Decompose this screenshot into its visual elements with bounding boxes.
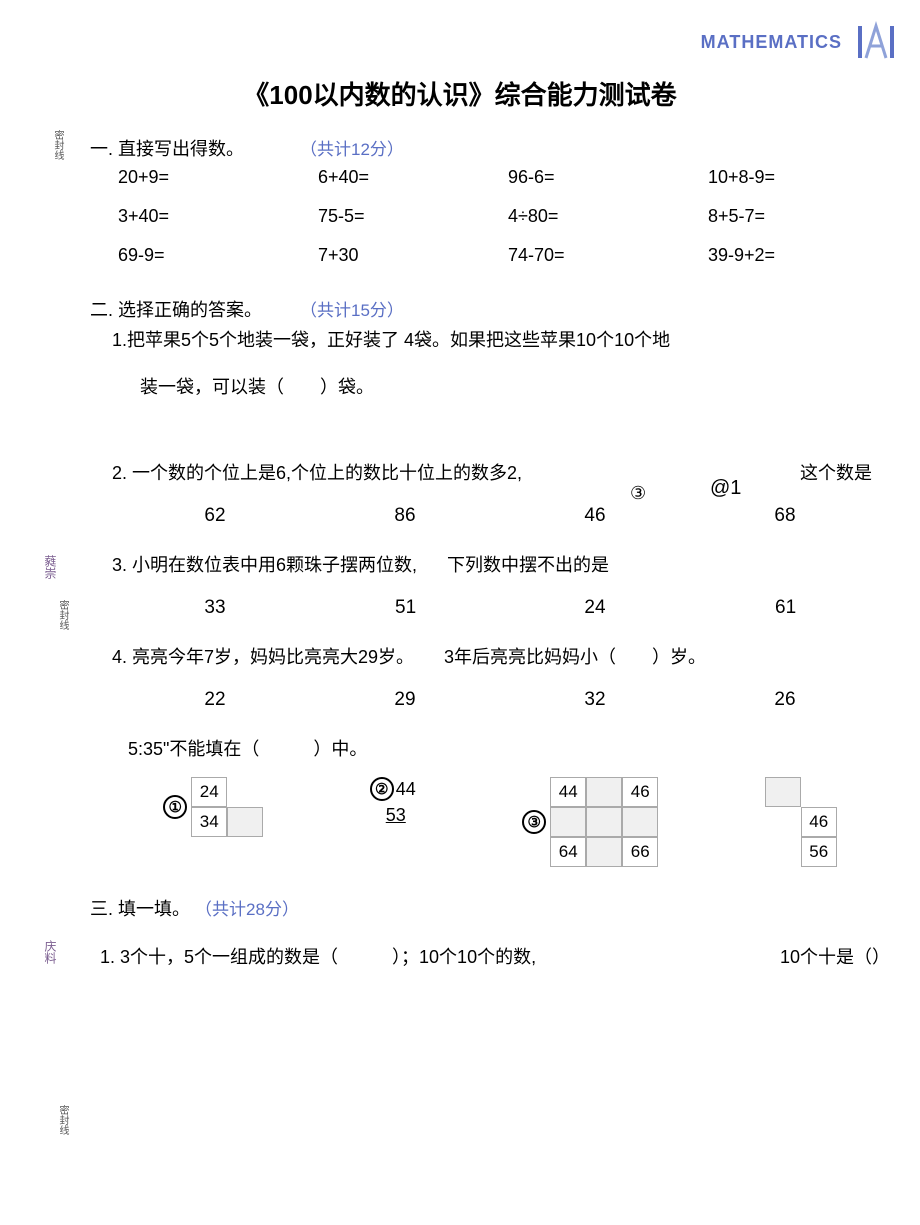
- equation-cell: 69-9=: [118, 245, 318, 266]
- q3-prompt-b: 下列数中摆不出的是: [447, 551, 609, 577]
- q4-prompt-b: 3年后亮亮比妈妈小（ ）岁。: [444, 643, 706, 669]
- grid-cell-empty: [586, 777, 622, 807]
- q1-line1: 1.把苹果5个5个地装一袋，正好装了 4袋。如果把这些苹果10个10个地: [112, 328, 900, 353]
- seal-line-label-1: 密封线: [50, 130, 65, 160]
- q5-opt2: ② 44 53: [370, 777, 416, 826]
- grid-cell-empty: [227, 777, 263, 807]
- grid-cell-empty: [586, 837, 622, 867]
- q2-options: 62 86 46 68: [120, 505, 880, 527]
- grid-cell: 66: [622, 837, 658, 867]
- grid-cell-empty: [227, 807, 263, 837]
- equation-cell: 3+40=: [118, 206, 318, 227]
- header-subject-label: MATHEMATICS: [701, 32, 842, 53]
- q5-opt1-grid: 24 34: [191, 777, 263, 837]
- q1-line2: 装一袋，可以装（ ）袋。: [140, 373, 900, 399]
- side-label-2: 庆料: [42, 940, 59, 964]
- q3-opt: 51: [395, 597, 415, 619]
- s3-q1-b: 10个十是（）: [780, 943, 890, 969]
- seal-line-label-2: 密封线: [55, 600, 70, 630]
- q2-opt: 86: [310, 505, 500, 527]
- circled-3-icon: ③: [522, 810, 546, 834]
- grid-cell: 34: [191, 807, 227, 837]
- circled-2-icon: ②: [370, 777, 394, 801]
- q4-options: 22 29 32 26: [120, 689, 880, 711]
- grid-cell-empty: [622, 807, 658, 837]
- equation-grid: 20+9= 6+40= 96-6= 10+8-9= 3+40= 75-5= 4÷…: [118, 167, 900, 266]
- section-1-title: 一. 直接写出得数。: [90, 135, 300, 161]
- grid-cell-empty: [586, 807, 622, 837]
- q5-opt2-a: 44: [396, 779, 416, 800]
- main-content: 一. 直接写出得数。 （共计12分） 20+9= 6+40= 96-6= 10+…: [90, 135, 900, 969]
- section-3-heading: 三. 填一填。 （共计28分）: [90, 895, 900, 921]
- q5-opt1: ① 24 34: [163, 777, 263, 837]
- q5-options-row: ① 24 34 ② 44 53 ③ 44 46: [110, 777, 890, 867]
- s3-q1-a: 1. 3个十，5个一组成的数是（ ）；10个10个的数,: [100, 943, 536, 969]
- equation-cell: 20+9=: [118, 167, 318, 188]
- q4-prompt: 4. 亮亮今年7岁，妈妈比亮亮大29岁。 3年后亮亮比妈妈小（ ）岁。: [112, 643, 892, 669]
- grid-cell-empty: [765, 807, 801, 837]
- equation-cell: 74-70=: [508, 245, 708, 266]
- q4-opt: 22: [120, 689, 310, 711]
- q2-prompt-a: 2. 一个数的个位上是6,个位上的数比十位上的数多2,: [112, 459, 522, 485]
- q2-opt: 62: [120, 505, 310, 527]
- q4-prompt-a: 4. 亮亮今年7岁，妈妈比亮亮大29岁。: [112, 643, 414, 669]
- section-3: 三. 填一填。 （共计28分） 1. 3个十，5个一组成的数是（ ）；10个10…: [90, 895, 900, 969]
- q5-opt4: 46 56: [765, 777, 837, 867]
- q2-prompt: 2. 一个数的个位上是6,个位上的数比十位上的数多2, 这个数是: [112, 459, 872, 485]
- section-2-points: （共计15分）: [300, 296, 410, 321]
- q5-opt4-grid: 46 56: [765, 777, 837, 867]
- grid-cell-empty: [801, 777, 837, 807]
- q2-opt: 68: [690, 505, 880, 527]
- q5-opt2-b: 53: [386, 805, 400, 826]
- q5-opt3: ③ 44 46 64 66: [522, 777, 658, 867]
- circled-1-icon: ①: [163, 795, 187, 819]
- section-3-title: 三. 填一填。: [90, 899, 190, 919]
- grid-cell: 56: [801, 837, 837, 867]
- logo-icon: [852, 18, 900, 66]
- side-label-1: 蕤崇: [42, 555, 59, 579]
- section-1-points: （共计12分）: [300, 135, 410, 160]
- page-title: 《100以内数的认识》综合能力测试卷: [0, 75, 920, 112]
- equation-cell: 8+5-7=: [708, 206, 888, 227]
- q3-opt: 61: [775, 597, 795, 619]
- equation-cell: 10+8-9=: [708, 167, 888, 188]
- page-header: MATHEMATICS: [701, 18, 900, 66]
- q4-opt: 32: [500, 689, 690, 711]
- q2-circle-3: ③: [630, 483, 646, 504]
- q5-opt3-grid: 44 46 64 66: [550, 777, 658, 867]
- q3-options: 33 51 24 61: [120, 597, 880, 619]
- section-2-heading: 二. 选择正确的答案。 （共计15分）: [90, 296, 900, 322]
- q3-prompt: 3. 小明在数位表中用6颗珠子摆两位数, 下列数中摆不出的是: [112, 551, 900, 577]
- q3-opt: 33: [120, 597, 310, 619]
- q4-opt: 26: [690, 689, 880, 711]
- grid-cell: 44: [550, 777, 586, 807]
- section-1-heading: 一. 直接写出得数。 （共计12分）: [90, 135, 900, 161]
- q5-prompt: 5:35"不能填在（ ）中。: [128, 735, 900, 761]
- grid-cell: 46: [801, 807, 837, 837]
- grid-cell-empty: [765, 777, 801, 807]
- grid-cell-empty: [765, 837, 801, 867]
- s3-q1: 1. 3个十，5个一组成的数是（ ）；10个10个的数, 10个十是（）: [100, 943, 890, 969]
- q4-opt: 29: [310, 689, 500, 711]
- q2-opt: 46: [500, 505, 690, 527]
- equation-cell: 96-6=: [508, 167, 708, 188]
- equation-cell: 7+30: [318, 245, 508, 266]
- q3-opt: 24: [500, 597, 690, 619]
- section-3-points: （共计28分）: [195, 900, 299, 919]
- section-2-title: 二. 选择正确的答案。: [90, 296, 300, 322]
- q3-prompt-a: 3. 小明在数位表中用6颗珠子摆两位数,: [112, 551, 417, 577]
- q2-prompt-b: 这个数是: [800, 459, 872, 485]
- grid-cell: 64: [550, 837, 586, 867]
- grid-cell: 46: [622, 777, 658, 807]
- seal-line-label-3: 密封线: [55, 1105, 70, 1135]
- equation-cell: 39-9+2=: [708, 245, 888, 266]
- equation-cell: 6+40=: [318, 167, 508, 188]
- grid-cell-empty: [550, 807, 586, 837]
- equation-cell: 4÷80=: [508, 206, 708, 227]
- equation-cell: 75-5=: [318, 206, 508, 227]
- q1-annotation: @1: [710, 477, 741, 500]
- grid-cell: 24: [191, 777, 227, 807]
